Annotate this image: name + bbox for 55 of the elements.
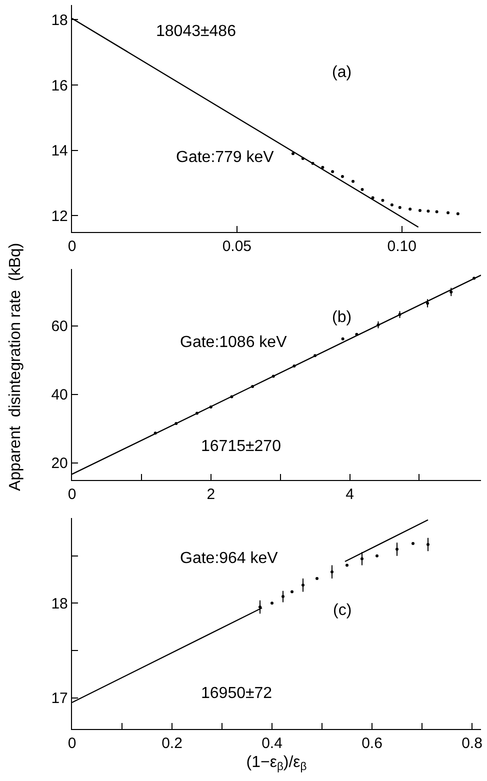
x-tick-label: 0.4 [262, 735, 282, 752]
point [381, 198, 384, 202]
x-tick-label: 0.2 [162, 735, 182, 752]
x-tick-label: 0.05 [222, 238, 252, 256]
y-axis-title: Apparent disintegration rate (kBq) [7, 242, 24, 492]
annotation: 16715±270 [201, 438, 282, 455]
point [352, 180, 355, 183]
y-tick-label: 16 [51, 77, 68, 94]
y-tick-label: 14 [51, 142, 68, 160]
y-tick-label: 60 [51, 318, 68, 336]
point [390, 203, 394, 206]
x-tick-label: 4 [346, 486, 354, 504]
point [291, 152, 294, 156]
annotation: 16950±72 [201, 685, 272, 702]
y-tick-label: 18 [51, 595, 68, 612]
point [360, 557, 364, 560]
point [371, 196, 374, 200]
point [301, 157, 304, 160]
point [331, 170, 334, 174]
point [360, 188, 364, 192]
point [396, 548, 398, 551]
point [446, 211, 450, 214]
annotation: Gate:779 keV [176, 149, 274, 166]
annotation: (b) [332, 309, 352, 326]
point [435, 210, 438, 214]
annotation: Gate:1086 keV [180, 334, 288, 351]
annotation: Gate:964 keV [180, 550, 278, 567]
point [311, 162, 314, 165]
point [398, 206, 402, 209]
y-tick-label: 18 [51, 12, 68, 29]
point [456, 212, 460, 216]
x-tick-label: 0 [68, 735, 76, 752]
point [418, 208, 422, 212]
x-tick-label: 0 [68, 238, 76, 256]
x-tick-label: 0.8 [462, 735, 482, 752]
annotation: (c) [333, 602, 352, 619]
y-tick-label: 20 [51, 455, 68, 472]
annotation: (a) [332, 64, 352, 81]
y-tick-label: 17 [51, 690, 68, 708]
x-tick-label: 0 [68, 486, 76, 504]
y-tick-label: 40 [51, 386, 68, 404]
point [321, 166, 324, 169]
point [450, 290, 453, 294]
y-tick-label: 12 [51, 208, 68, 225]
x-axis-title: (1−ε$_{β}$)/ε$_{β}$ [246, 754, 307, 774]
point [340, 174, 344, 178]
annotation: 18043±486 [156, 23, 236, 40]
point [408, 208, 412, 211]
point [426, 302, 430, 305]
x-tick-label: 0.6 [362, 735, 382, 752]
point [376, 323, 380, 326]
point [426, 210, 430, 213]
point [398, 313, 402, 316]
x-tick-label: 2 [206, 486, 216, 504]
x-tick-label: 0.10 [387, 238, 416, 256]
